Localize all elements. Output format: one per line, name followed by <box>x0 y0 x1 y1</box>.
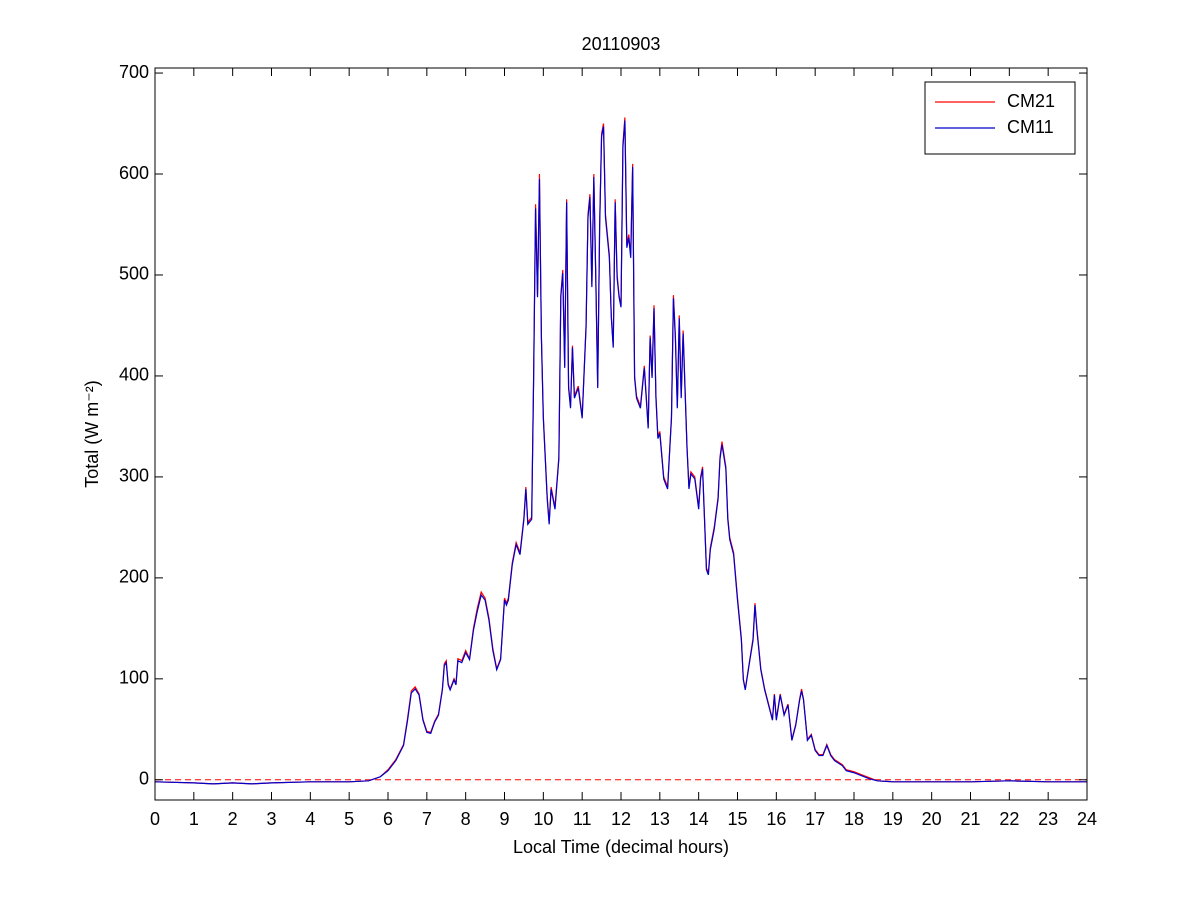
x-tick-label: 13 <box>650 809 670 829</box>
legend-label: CM11 <box>1007 117 1054 137</box>
x-tick-label: 7 <box>422 809 432 829</box>
x-axis-label: Local Time (decimal hours) <box>513 837 729 857</box>
series-line <box>154 120 1087 785</box>
y-tick-label: 600 <box>119 163 149 183</box>
x-tick-label: 24 <box>1077 809 1097 829</box>
chart-title: 20110903 <box>582 34 661 54</box>
x-tick-label: 2 <box>228 809 238 829</box>
x-tick-label: 9 <box>499 809 509 829</box>
legend-box <box>924 81 1076 155</box>
x-tick-label: 19 <box>883 809 903 829</box>
x-tick-label: 17 <box>805 809 825 829</box>
x-tick-label: 0 <box>150 809 160 829</box>
x-tick-label: 21 <box>960 809 980 829</box>
x-tick-label: 15 <box>727 809 747 829</box>
x-tick-label: 11 <box>573 809 592 829</box>
x-tick-label: 5 <box>344 809 354 829</box>
x-tick-label: 4 <box>305 809 315 829</box>
x-tick-label: 23 <box>1038 809 1058 829</box>
x-tick-label: 8 <box>461 809 471 829</box>
y-tick-label: 700 <box>119 62 149 82</box>
y-tick-label: 500 <box>119 264 149 284</box>
y-tick-label: 400 <box>119 365 149 385</box>
y-tick-label: 0 <box>139 769 149 789</box>
x-tick-label: 3 <box>266 809 276 829</box>
x-tick-label: 6 <box>383 809 393 829</box>
y-tick-label: 300 <box>119 466 149 486</box>
x-tick-label: 10 <box>533 809 553 829</box>
y-tick-label: 200 <box>119 567 149 587</box>
y-axis-label: Total (W m⁻²) <box>82 380 102 488</box>
x-tick-label: 22 <box>999 809 1019 829</box>
x-tick-label: 12 <box>611 809 631 829</box>
x-tick-label: 16 <box>766 809 786 829</box>
x-tick-label: 1 <box>189 809 199 829</box>
x-tick-label: 14 <box>689 809 709 829</box>
legend-label: CM21 <box>1007 91 1055 111</box>
x-tick-label: 18 <box>844 809 864 829</box>
x-tick-label: 20 <box>922 809 942 829</box>
y-tick-label: 100 <box>119 668 149 688</box>
